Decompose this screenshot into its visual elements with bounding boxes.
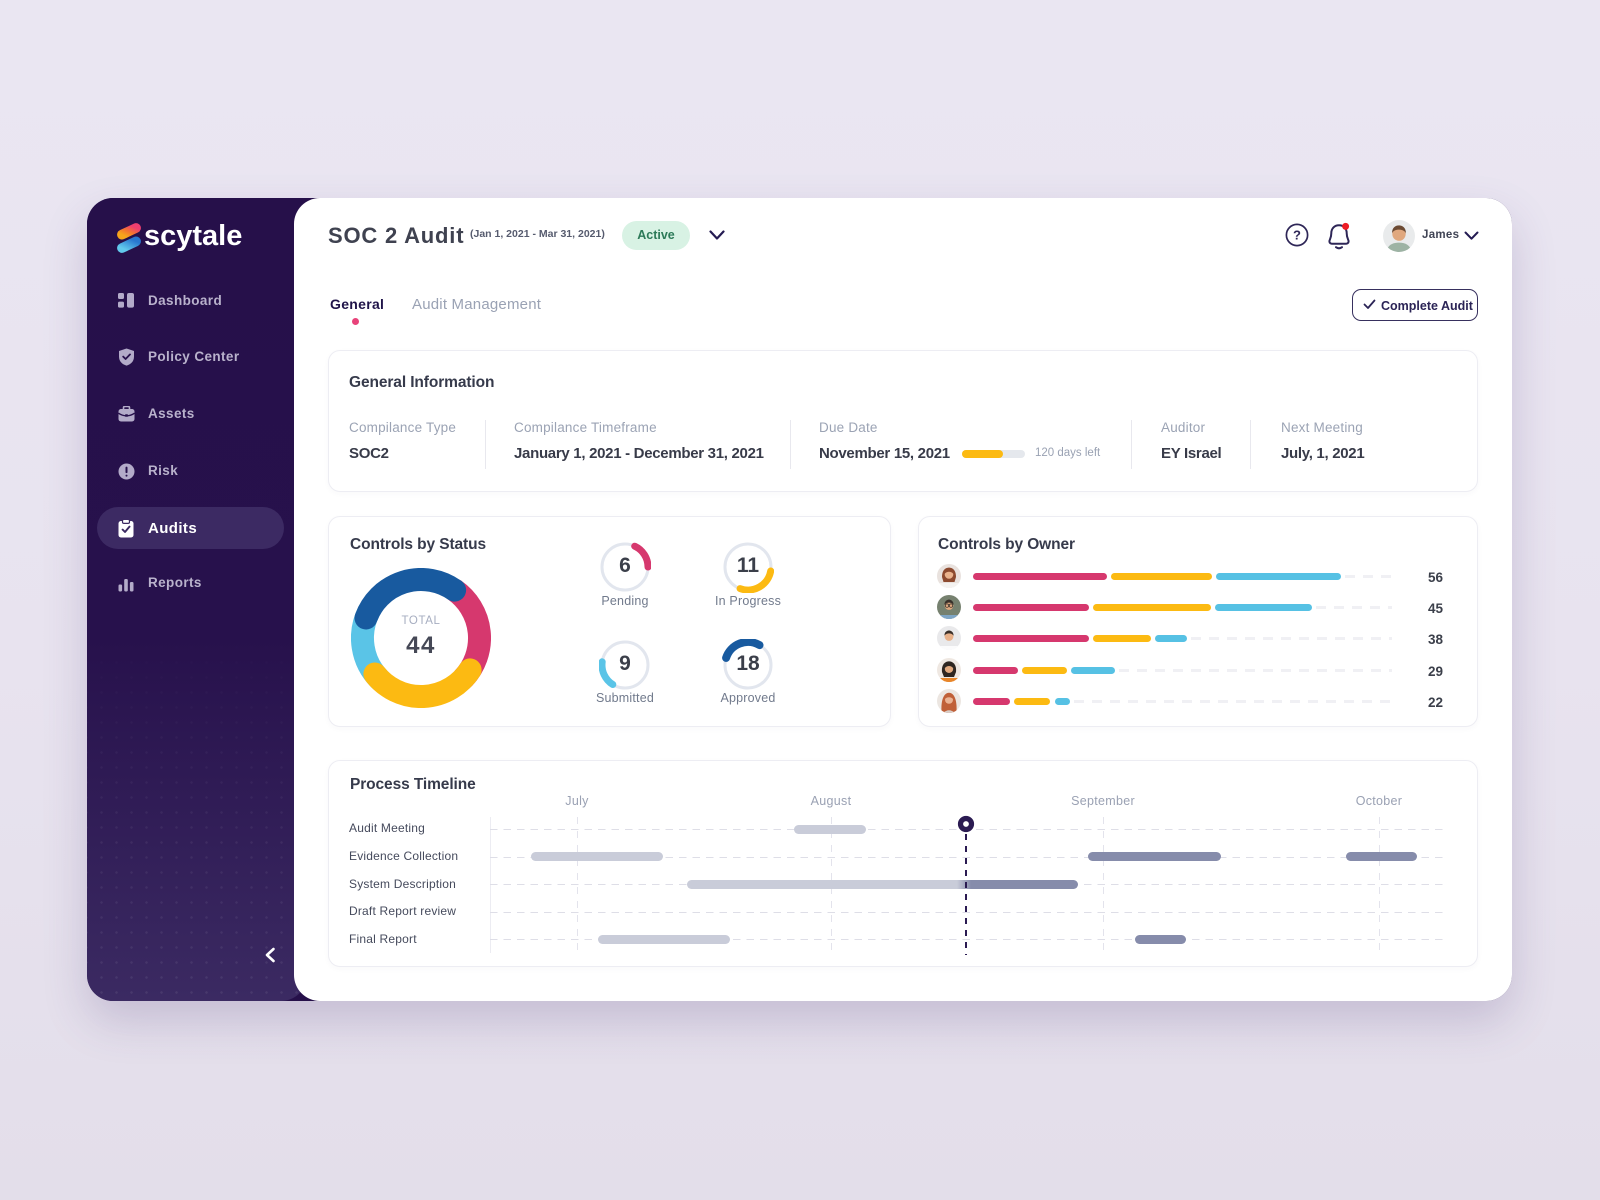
svg-text:?: ? [1293, 228, 1301, 243]
